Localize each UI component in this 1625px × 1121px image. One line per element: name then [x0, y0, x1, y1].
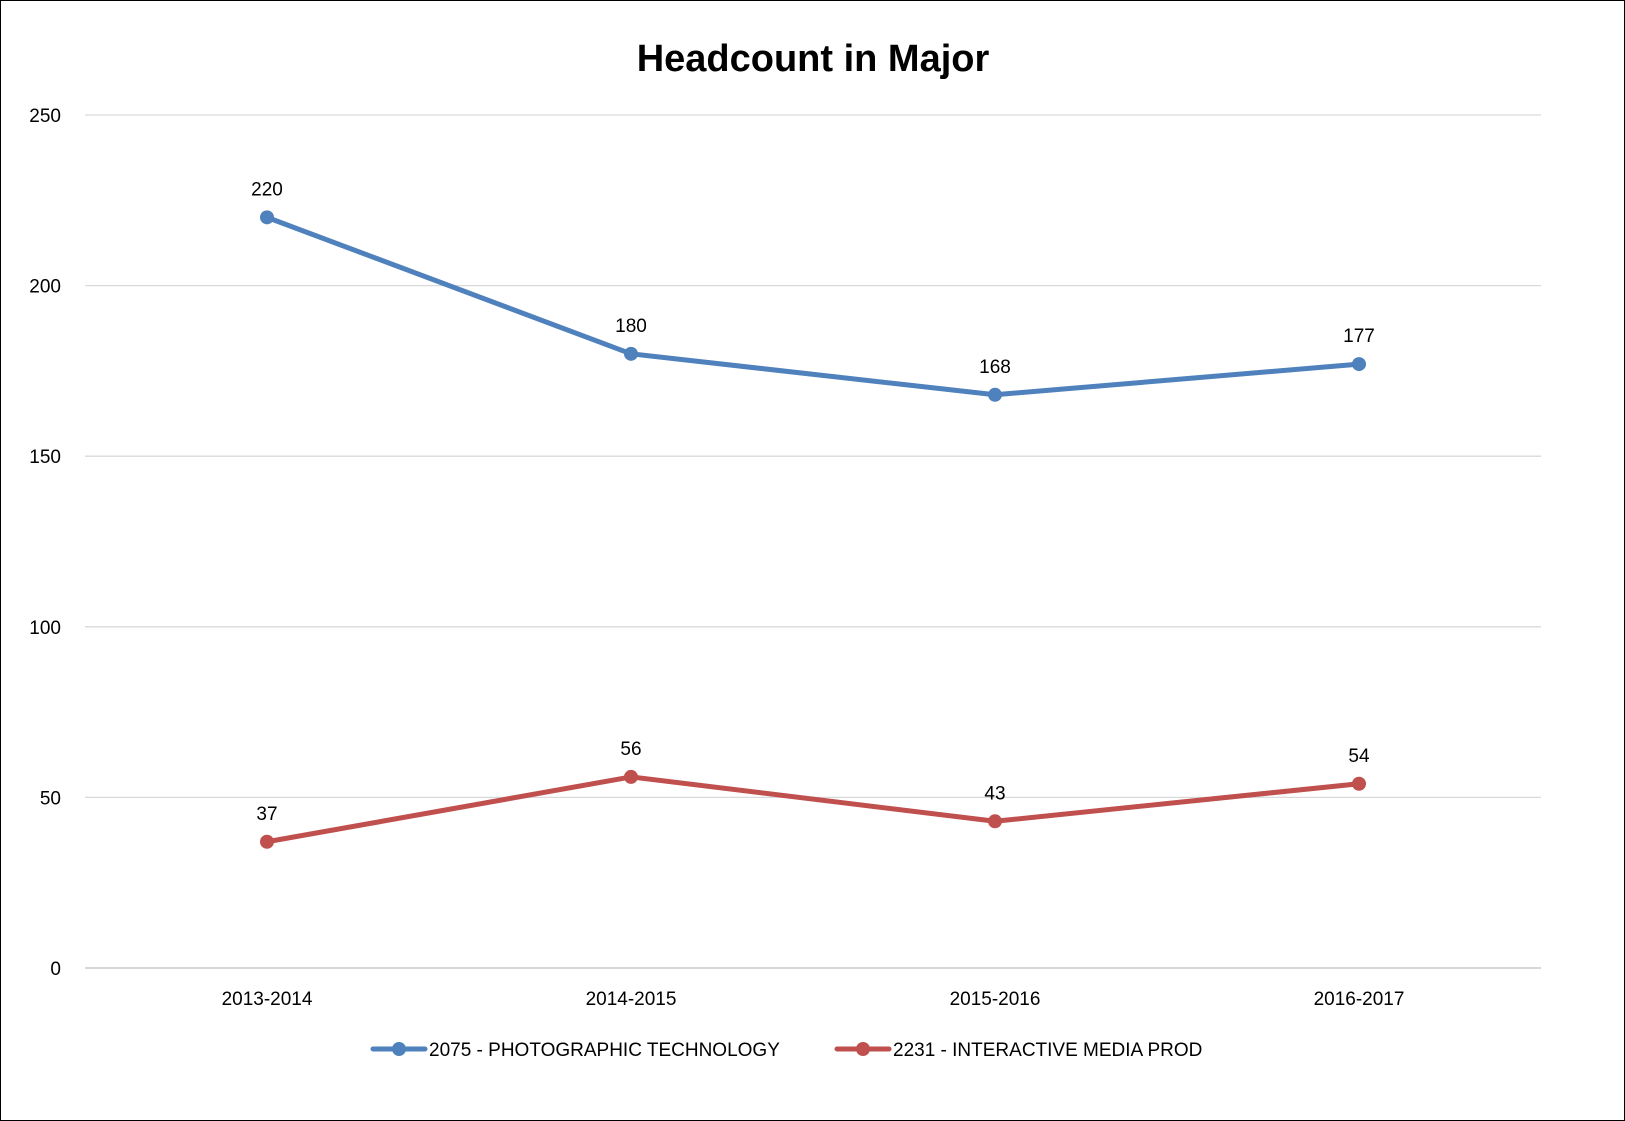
data-label-1-4: 177	[1343, 326, 1375, 347]
data-label-1-3: 168	[979, 357, 1011, 378]
data-point-1-2	[624, 346, 638, 361]
x-tick-label-2013-2014: 2013-2014	[222, 989, 313, 1010]
y-axis-ticks: 0 50 100 150 200 250	[29, 106, 61, 980]
data-label-2-3: 43	[984, 783, 1005, 804]
data-point-2-3	[988, 814, 1002, 829]
y-tick-label-100: 100	[29, 618, 61, 639]
y-tick-label-150: 150	[29, 447, 61, 468]
series-line-1	[264, 214, 1362, 398]
data-label-2-1: 37	[256, 804, 277, 825]
x-tick-label-2014-2015: 2014-2015	[586, 989, 677, 1010]
legend: 2075 - PHOTOGRAPHIC TECHNOLOGY 2231 - INT…	[370, 1040, 1202, 1061]
chart-title: Headcount in Major	[637, 38, 990, 80]
data-labels: 220 180 168 177 37 56 43 54	[251, 179, 1375, 824]
data-label-1-1: 220	[251, 179, 283, 200]
gridlines	[85, 114, 1541, 969]
x-tick-label-2016-2017: 2016-2017	[1314, 989, 1405, 1010]
data-label-2-2: 56	[620, 739, 641, 760]
data-label-1-2: 180	[615, 316, 647, 337]
data-label-2-4: 54	[1348, 746, 1370, 767]
data-point-2-4	[1352, 776, 1366, 791]
y-tick-label-250: 250	[29, 106, 61, 127]
legend-swatch-marker-1	[392, 1042, 406, 1056]
x-axis-ticks: 2013-2014 2014-2015 2015-2016 2016-2017	[222, 989, 1405, 1010]
legend-label-1: 2075 - PHOTOGRAPHIC TECHNOLOGY	[429, 1040, 780, 1061]
y-tick-label-0: 0	[50, 959, 61, 980]
series-lines	[260, 210, 1366, 849]
y-tick-label-200: 200	[29, 277, 61, 298]
series-line-2	[264, 774, 1362, 845]
data-point-1-3	[988, 387, 1002, 402]
legend-label-2: 2231 - INTERACTIVE MEDIA PROD	[893, 1040, 1202, 1061]
legend-swatch-marker-2	[856, 1042, 870, 1056]
data-point-2-1	[260, 834, 274, 849]
y-tick-label-50: 50	[40, 788, 61, 809]
data-point-1-1	[260, 210, 274, 225]
x-tick-label-2015-2016: 2015-2016	[950, 989, 1041, 1010]
data-point-2-2	[624, 769, 638, 784]
data-point-1-4	[1352, 357, 1366, 372]
